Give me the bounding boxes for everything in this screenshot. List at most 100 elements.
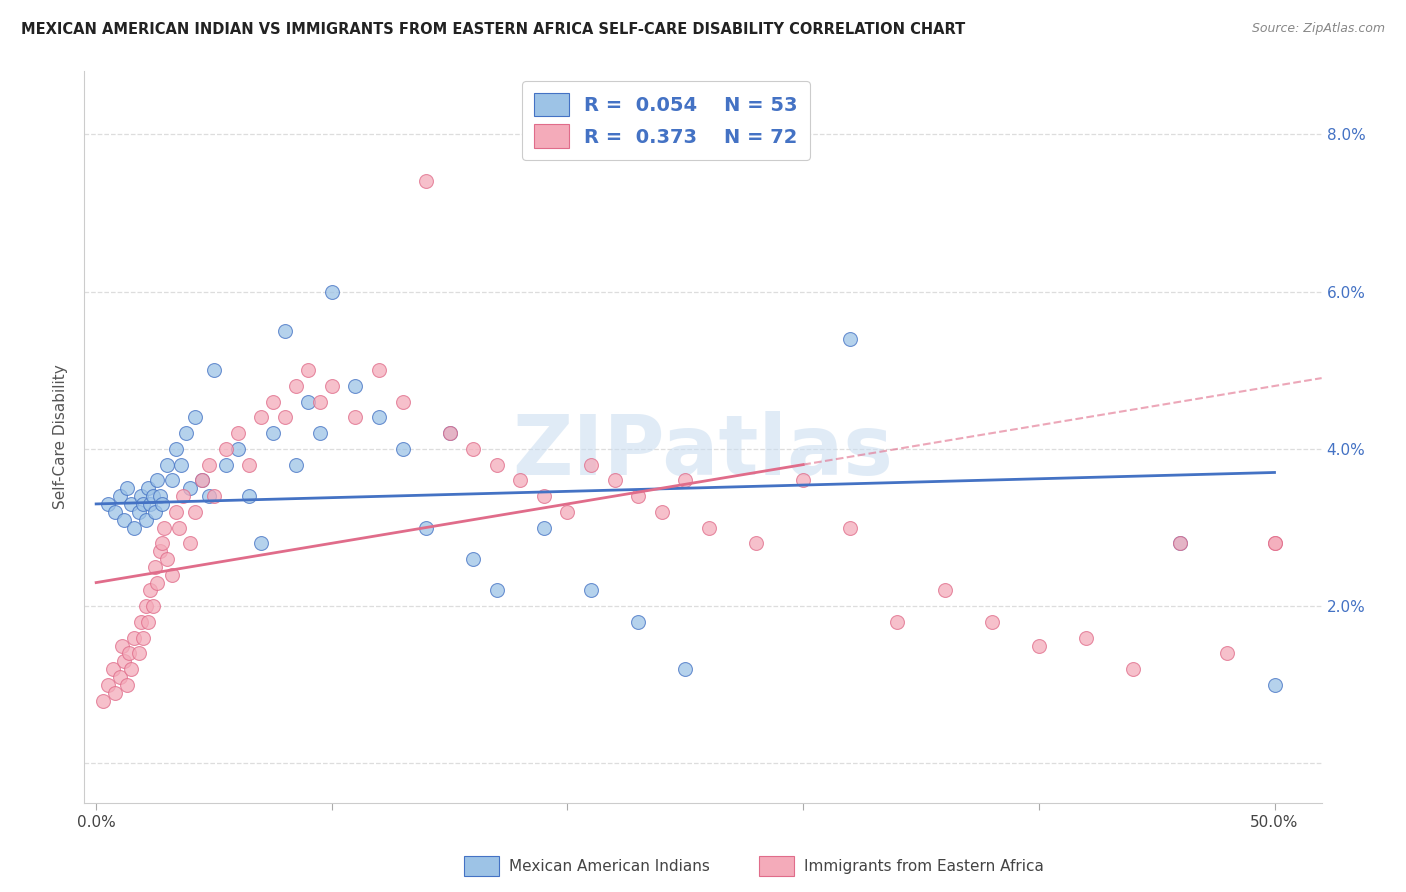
Point — [153, 520, 176, 534]
Point — [579, 583, 602, 598]
Point — [533, 520, 555, 534]
Point — [112, 513, 135, 527]
Point — [886, 615, 908, 629]
Point — [226, 442, 249, 456]
Point — [132, 631, 155, 645]
Point — [439, 426, 461, 441]
Point — [139, 583, 162, 598]
Point — [215, 442, 238, 456]
Point — [1263, 536, 1285, 550]
Point — [97, 497, 120, 511]
Point — [191, 473, 214, 487]
Point — [165, 505, 187, 519]
Point — [226, 426, 249, 441]
Point — [132, 497, 155, 511]
Point — [415, 174, 437, 188]
Point — [321, 379, 343, 393]
Point — [509, 473, 531, 487]
Point — [146, 473, 169, 487]
Point — [297, 394, 319, 409]
Point — [673, 662, 696, 676]
Point — [238, 489, 260, 503]
Point — [1122, 662, 1144, 676]
Point — [101, 662, 124, 676]
Point — [128, 505, 150, 519]
Point — [1216, 646, 1239, 660]
Point — [934, 583, 956, 598]
Point — [118, 646, 141, 660]
Point — [463, 552, 485, 566]
Point — [415, 520, 437, 534]
Text: Mexican American Indians: Mexican American Indians — [509, 859, 710, 873]
Point — [439, 426, 461, 441]
Point — [273, 410, 295, 425]
Point — [108, 670, 131, 684]
Point — [156, 458, 179, 472]
Point — [198, 458, 221, 472]
Point — [273, 324, 295, 338]
Point — [651, 505, 673, 519]
Point — [91, 693, 114, 707]
Point — [167, 520, 190, 534]
Point — [128, 646, 150, 660]
Point — [198, 489, 221, 503]
Point — [368, 410, 391, 425]
Point — [184, 505, 207, 519]
Point — [149, 489, 172, 503]
Point — [463, 442, 485, 456]
Point — [557, 505, 579, 519]
Point — [135, 599, 157, 614]
Point — [122, 520, 145, 534]
Legend: R =  0.054    N = 53, R =  0.373    N = 72: R = 0.054 N = 53, R = 0.373 N = 72 — [522, 81, 810, 160]
Point — [142, 489, 165, 503]
Point — [174, 426, 197, 441]
Point — [309, 394, 332, 409]
Point — [238, 458, 260, 472]
Point — [179, 481, 201, 495]
Point — [129, 489, 152, 503]
Text: ZIPatlas: ZIPatlas — [513, 411, 893, 492]
Point — [160, 473, 183, 487]
Point — [150, 497, 173, 511]
Point — [1074, 631, 1097, 645]
Point — [627, 489, 650, 503]
Point — [150, 536, 173, 550]
Y-axis label: Self-Care Disability: Self-Care Disability — [53, 365, 69, 509]
Point — [135, 513, 157, 527]
Point — [136, 481, 159, 495]
Point — [309, 426, 332, 441]
Point — [697, 520, 720, 534]
Point — [321, 285, 343, 299]
Point — [97, 678, 120, 692]
Point — [156, 552, 179, 566]
Point — [344, 379, 367, 393]
Point — [285, 379, 308, 393]
Point — [142, 599, 165, 614]
Point — [792, 473, 814, 487]
Point — [184, 410, 207, 425]
Point — [129, 615, 152, 629]
Point — [215, 458, 238, 472]
Point — [115, 678, 138, 692]
Point — [121, 662, 143, 676]
Point — [139, 497, 162, 511]
Point — [1263, 536, 1285, 550]
Point — [170, 458, 193, 472]
Point — [146, 575, 169, 590]
Point — [143, 505, 166, 519]
Point — [627, 615, 650, 629]
Point — [485, 458, 508, 472]
Point — [143, 559, 166, 574]
Point — [104, 505, 127, 519]
Text: Immigrants from Eastern Africa: Immigrants from Eastern Africa — [804, 859, 1045, 873]
Point — [191, 473, 214, 487]
Point — [673, 473, 696, 487]
Point — [579, 458, 602, 472]
Point — [391, 442, 413, 456]
Point — [202, 489, 225, 503]
Point — [485, 583, 508, 598]
Point — [108, 489, 131, 503]
Point — [1168, 536, 1191, 550]
Point — [172, 489, 194, 503]
Point — [136, 615, 159, 629]
